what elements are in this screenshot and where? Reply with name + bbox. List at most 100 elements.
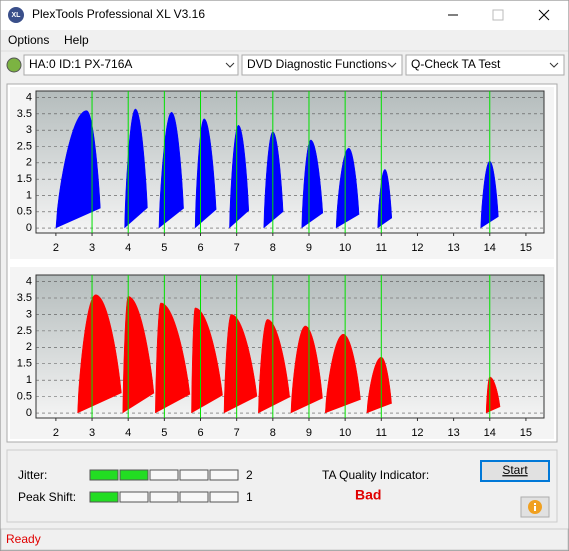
x-tick-label: 15: [520, 427, 532, 439]
ta-result: Bad: [355, 487, 381, 503]
y-tick-label: 2.5: [17, 325, 32, 337]
info-icon-glyph: [534, 506, 536, 511]
level-box: [179, 469, 209, 481]
x-tick-label: 3: [89, 427, 95, 439]
level-box: [89, 491, 119, 503]
hump: [229, 125, 250, 229]
x-tick-label: 7: [234, 427, 240, 439]
level-box: [149, 469, 179, 481]
x-tick-label: 11: [376, 427, 387, 439]
y-tick-label: 1: [26, 189, 32, 201]
plot-area: [35, 274, 545, 419]
hump: [191, 307, 223, 414]
dropdown-arrow: [225, 62, 235, 68]
x-tick-label: 12: [411, 427, 423, 439]
peak-shift-label: Peak Shift:: [18, 490, 76, 504]
x-tick-label: 5: [161, 427, 167, 439]
drive-icon: [6, 57, 22, 73]
hump: [301, 139, 324, 229]
results-panel: [6, 449, 558, 523]
start-button-text: Start: [502, 463, 528, 477]
x-tick-label: 11: [376, 242, 387, 254]
level-box: [149, 491, 179, 503]
y-tick-label: 4: [26, 91, 32, 103]
x-tick-label: 8: [270, 242, 276, 254]
drive-select-text: HA:0 ID:1 PX-716A: [29, 57, 132, 71]
jitter-label: Jitter:: [18, 468, 47, 482]
x-tick-label: 9: [306, 427, 312, 439]
drive-select[interactable]: [23, 54, 239, 76]
plot-area: [35, 90, 545, 234]
hump: [290, 325, 323, 414]
x-tick-label: 4: [125, 242, 131, 254]
y-tick-label: 0.5: [17, 391, 32, 403]
x-tick-label: 13: [447, 427, 459, 439]
x-tick-label: 6: [197, 427, 203, 439]
status-bar: [0, 528, 569, 551]
y-tick-label: 3: [26, 124, 32, 136]
x-tick-label: 4: [125, 427, 131, 439]
function-select-text: DVD Diagnostic Functions: [247, 57, 387, 71]
level-box: [209, 469, 239, 481]
level-box: [119, 491, 149, 503]
x-tick-label: 14: [484, 427, 496, 439]
y-tick-label: 1.5: [17, 358, 32, 370]
x-tick-label: 2: [53, 427, 59, 439]
status-text: Ready: [6, 532, 41, 546]
dropdown-arrow: [387, 62, 397, 68]
function-select[interactable]: [241, 54, 403, 76]
y-tick-label: 0: [26, 222, 32, 234]
hump: [223, 314, 258, 414]
x-tick-label: 6: [197, 242, 203, 254]
hump: [335, 147, 360, 229]
x-tick-label: 12: [411, 242, 423, 254]
x-tick-label: 2: [53, 242, 59, 254]
y-tick-label: 4: [26, 275, 32, 287]
level-box: [179, 491, 209, 503]
test-select[interactable]: [405, 54, 565, 76]
level-box: [89, 469, 119, 481]
y-tick-label: 0.5: [17, 206, 32, 218]
x-tick-label: 10: [339, 242, 351, 254]
x-tick-label: 7: [234, 242, 240, 254]
charts: 00.511.522.533.542 3 4 5 6 7 8 9 10 11 12 13 14 1500.…: [17, 90, 545, 439]
dropdown-arrow: [549, 62, 559, 68]
y-tick-label: 3.5: [17, 292, 32, 304]
jitter-value: 2: [246, 468, 253, 482]
hump: [158, 111, 184, 229]
y-tick-label: 1: [26, 374, 32, 386]
menu-help[interactable]: Help: [64, 33, 89, 47]
hump: [77, 294, 122, 414]
level-box: [119, 469, 149, 481]
info-icon-glyph: [534, 503, 536, 505]
start-button[interactable]: [480, 460, 550, 482]
hump: [325, 333, 361, 414]
app-icon-text: XL: [12, 12, 22, 19]
level-box: [209, 491, 239, 503]
maximize-button[interactable]: [492, 9, 504, 21]
y-tick-label: 3.5: [17, 108, 32, 120]
app-icon: [8, 7, 24, 23]
x-tick-label: 13: [447, 242, 459, 254]
test-select-text: Q-Check TA Test: [411, 57, 501, 71]
title-bar: [1, 1, 568, 30]
y-tick-label: 0: [26, 407, 32, 419]
x-tick-label: 14: [484, 242, 496, 254]
window-title: PlexTools Professional XL V3.16: [32, 7, 205, 21]
y-tick-label: 2: [26, 157, 32, 169]
peak-shift-value: 1: [246, 490, 253, 504]
x-tick-label: 8: [270, 427, 276, 439]
x-tick-label: 15: [520, 242, 532, 254]
x-tick-label: 9: [306, 242, 312, 254]
x-tick-label: 10: [339, 427, 351, 439]
ta-label: TA Quality Indicator:: [322, 468, 429, 482]
hump: [258, 319, 290, 414]
y-tick-label: 3: [26, 308, 32, 320]
x-tick-label: 5: [161, 242, 167, 254]
level-meters: [89, 469, 239, 503]
close-button[interactable]: [538, 9, 550, 21]
y-tick-label: 1.5: [17, 173, 32, 185]
menu-options[interactable]: Options: [8, 33, 49, 47]
